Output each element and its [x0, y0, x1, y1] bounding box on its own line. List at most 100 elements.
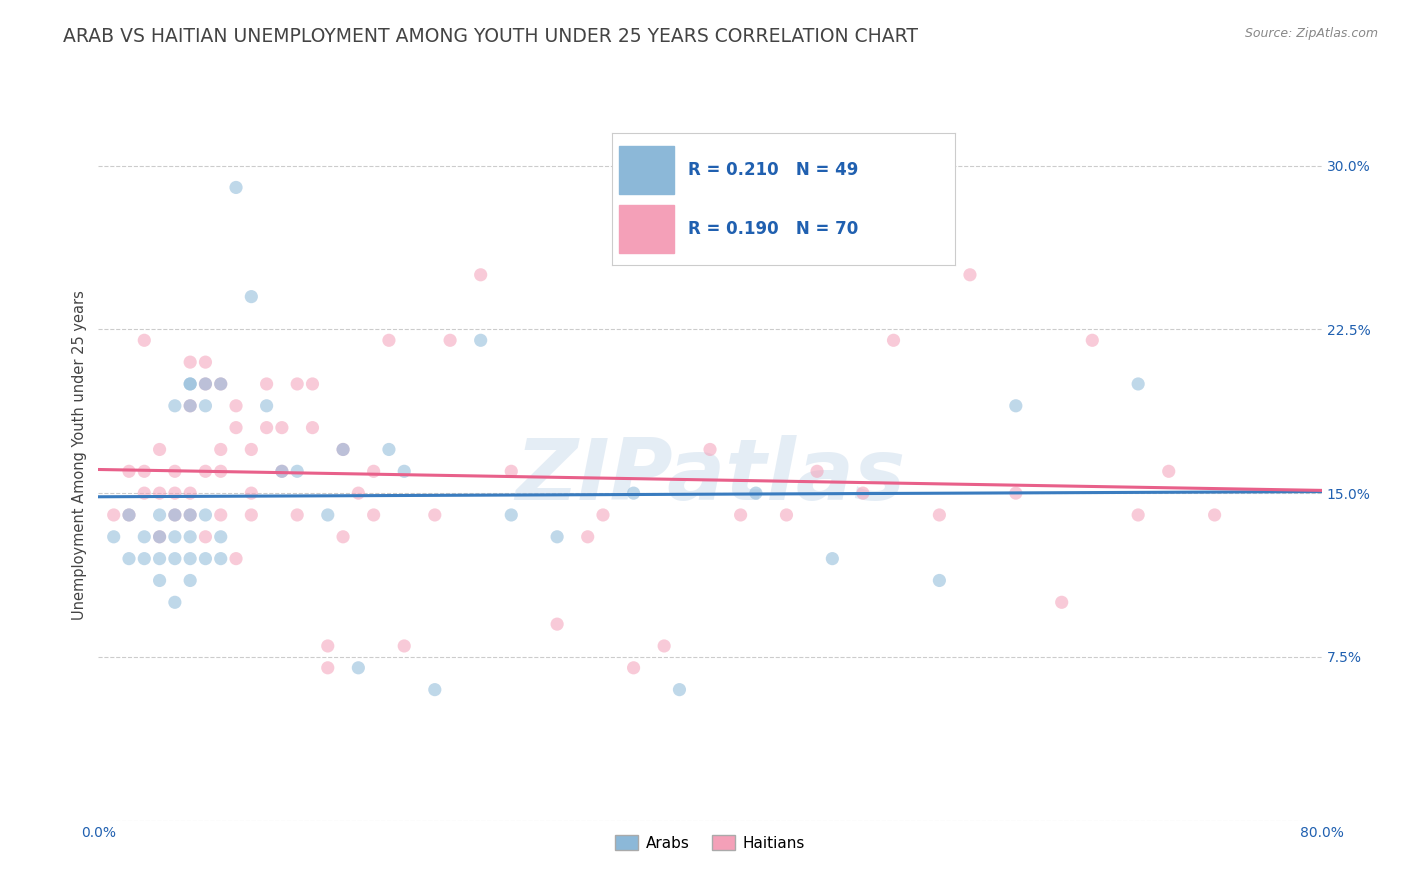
- Point: [1050, 595, 1073, 609]
- Point: [301, 420, 323, 434]
- Point: [1204, 508, 1226, 522]
- Point: [285, 376, 308, 391]
- Point: [470, 268, 492, 282]
- Point: [730, 508, 752, 522]
- Point: [194, 376, 217, 391]
- Point: [699, 442, 721, 457]
- Point: [285, 464, 308, 478]
- Point: [240, 290, 263, 304]
- Point: [546, 530, 568, 544]
- Point: [163, 530, 186, 544]
- Point: [501, 464, 523, 478]
- Point: [256, 420, 278, 434]
- Point: [209, 551, 232, 566]
- Point: [240, 486, 263, 500]
- Point: [347, 486, 370, 500]
- Point: [194, 464, 217, 478]
- Point: [347, 661, 370, 675]
- Point: [209, 508, 232, 522]
- Point: [392, 639, 416, 653]
- Point: [194, 508, 217, 522]
- Point: [134, 486, 156, 500]
- Point: [378, 442, 401, 457]
- Point: [149, 486, 172, 500]
- Point: [209, 464, 232, 478]
- Text: ARAB VS HAITIAN UNEMPLOYMENT AMONG YOUTH UNDER 25 YEARS CORRELATION CHART: ARAB VS HAITIAN UNEMPLOYMENT AMONG YOUTH…: [63, 27, 918, 45]
- Text: Source: ZipAtlas.com: Source: ZipAtlas.com: [1244, 27, 1378, 40]
- Point: [163, 486, 186, 500]
- Point: [623, 486, 645, 500]
- Point: [225, 399, 247, 413]
- Point: [225, 551, 247, 566]
- Point: [301, 376, 323, 391]
- Point: [163, 508, 186, 522]
- Point: [332, 442, 354, 457]
- Point: [821, 551, 844, 566]
- Point: [209, 376, 232, 391]
- Point: [1081, 333, 1104, 347]
- Point: [423, 682, 446, 697]
- Point: [256, 376, 278, 391]
- Point: [179, 486, 201, 500]
- Point: [256, 399, 278, 413]
- Point: [118, 464, 141, 478]
- Point: [225, 420, 247, 434]
- Point: [363, 464, 385, 478]
- Point: [103, 508, 125, 522]
- Point: [1128, 376, 1150, 391]
- Point: [149, 551, 172, 566]
- Point: [163, 551, 186, 566]
- Point: [363, 508, 385, 522]
- Point: [179, 376, 201, 391]
- Point: [1004, 399, 1026, 413]
- Point: [134, 551, 156, 566]
- Text: ZIPatlas: ZIPatlas: [515, 435, 905, 518]
- Point: [163, 464, 186, 478]
- Point: [194, 355, 217, 369]
- Point: [134, 333, 156, 347]
- Point: [775, 508, 797, 522]
- Point: [652, 639, 675, 653]
- Point: [179, 574, 201, 588]
- Point: [179, 530, 201, 544]
- Point: [194, 376, 217, 391]
- Point: [1157, 464, 1180, 478]
- Y-axis label: Unemployment Among Youth under 25 years: Unemployment Among Youth under 25 years: [72, 290, 87, 620]
- Point: [668, 682, 690, 697]
- Point: [240, 442, 263, 457]
- Point: [149, 530, 172, 544]
- Point: [163, 399, 186, 413]
- Point: [134, 530, 156, 544]
- Point: [439, 333, 461, 347]
- Point: [179, 376, 201, 391]
- Point: [225, 180, 247, 194]
- Point: [959, 268, 981, 282]
- Point: [392, 464, 416, 478]
- Point: [149, 442, 172, 457]
- Point: [1004, 486, 1026, 500]
- Point: [378, 333, 401, 347]
- Point: [852, 486, 875, 500]
- Point: [316, 639, 339, 653]
- Point: [179, 355, 201, 369]
- Point: [316, 661, 339, 675]
- Point: [134, 464, 156, 478]
- Point: [209, 530, 232, 544]
- Legend: Arabs, Haitians: Arabs, Haitians: [609, 829, 811, 857]
- Point: [118, 508, 141, 522]
- Point: [928, 508, 950, 522]
- Point: [118, 508, 141, 522]
- Point: [194, 551, 217, 566]
- Point: [332, 442, 354, 457]
- Point: [179, 399, 201, 413]
- Point: [209, 376, 232, 391]
- Point: [149, 574, 172, 588]
- Point: [592, 508, 614, 522]
- Point: [179, 551, 201, 566]
- Point: [163, 595, 186, 609]
- Point: [883, 333, 905, 347]
- Point: [163, 508, 186, 522]
- Point: [316, 508, 339, 522]
- Point: [194, 530, 217, 544]
- Point: [1128, 508, 1150, 522]
